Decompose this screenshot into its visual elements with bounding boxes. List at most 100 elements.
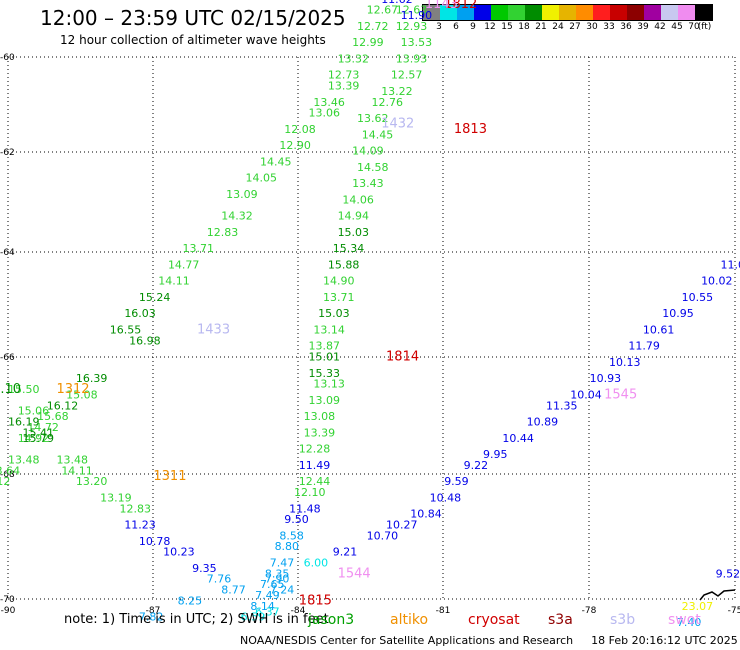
swh-value-label: 12.99 — [352, 36, 384, 49]
lon-tick-label: -81 — [436, 606, 451, 616]
lon-tick-label: -87 — [146, 606, 161, 616]
swh-value-label: 14.06 — [342, 193, 374, 206]
swh-value-label: 12.10 — [294, 486, 326, 499]
swh-value-label: 9.50 — [284, 513, 309, 526]
scale-swatch — [508, 5, 525, 20]
swh-value-label: 10.89 — [527, 416, 559, 429]
swh-value-label: 8.25 — [178, 594, 203, 607]
swh-value-label: 13.48 — [8, 454, 40, 467]
scale-tick-label: 45 — [671, 22, 683, 32]
color-scale-bar — [422, 4, 713, 21]
swh-value-label: 9.52 — [716, 567, 740, 580]
swh-value-label: 12.76 — [372, 96, 404, 109]
swh-value-label: 13.08 — [304, 410, 336, 423]
swh-value-label: 14.90 — [323, 275, 355, 288]
scale-swatch — [559, 5, 576, 20]
swh-value-label: 14.45 — [260, 155, 292, 168]
lat-tick-label: -62 — [0, 148, 15, 158]
legend-s3a: s3a — [548, 612, 573, 628]
page-subtitle: 12 hour collection of altimeter wave hei… — [60, 33, 326, 47]
pass-time-label: 1545 — [604, 387, 637, 402]
swh-value-label: 14.32 — [221, 210, 253, 223]
scale-swatch — [474, 5, 491, 20]
scale-tick-label: 9 — [470, 22, 476, 32]
swh-value-label: 13.48 — [56, 454, 88, 467]
swh-value-label: 15.79 — [23, 432, 55, 445]
scale-tick-label: 30 — [586, 22, 598, 32]
pass-time-label: 1544 — [338, 566, 371, 581]
pass-time-label: 1433 — [197, 322, 230, 337]
swh-value-label: 10.23 — [163, 546, 195, 559]
swh-value-label: 14.72 — [27, 421, 58, 434]
swh-value-label: 7.82 — [139, 611, 164, 624]
swh-value-label: 13.71 — [182, 242, 214, 255]
swh-value-label: 7.40 — [677, 616, 702, 629]
swh-value-label: 13.53 — [401, 36, 433, 49]
footer: NOAA/NESDIS Center for Satellite Applica… — [240, 634, 738, 647]
color-scale-legend: 3 6 9 12 15 18 21 24 27 30 33 36 39 42 45 70 (ft) — [422, 4, 713, 33]
swh-value-label: 14.92 — [18, 432, 50, 445]
swh-value-label: 15.33 — [308, 367, 340, 380]
swh-value-label: 13.13 — [313, 378, 345, 391]
pass-time-label: 1432 — [381, 116, 414, 131]
scale-swatch — [627, 5, 644, 20]
lat-tick-label: -66 — [0, 353, 15, 363]
swh-value-label: 15.68 — [37, 410, 69, 423]
swh-value-label: 6.59 — [241, 611, 266, 624]
legend-s3b: s3b — [610, 612, 636, 628]
pass-time-label: 1812 — [444, 0, 477, 12]
scale-swatch — [610, 5, 627, 20]
swh-value-label: 10.44 — [502, 432, 534, 445]
scale-swatch — [695, 5, 712, 20]
coastline — [699, 589, 736, 601]
swh-value-label: 23.07 — [682, 600, 714, 613]
swh-value-label: 15.24 — [139, 291, 171, 304]
lat-tick-label: -64 — [0, 248, 15, 258]
swh-value-label: 14.45 — [362, 128, 394, 141]
color-scale-labels: 3 6 9 12 15 18 21 24 27 30 33 36 39 42 45 70 (ft) — [422, 21, 713, 33]
swh-value-label: 12.28 — [299, 443, 331, 456]
scale-tick-label: 3 — [436, 22, 442, 32]
legend-swot: swot — [668, 612, 701, 628]
scale-tick-label: 21 — [535, 22, 547, 32]
swh-value-label: 16.12 — [47, 399, 78, 412]
swh-value-label: 7.47 — [270, 556, 295, 569]
swh-value-label: 13.20 — [76, 475, 108, 488]
swh-value-label: 15.50 — [8, 383, 40, 396]
scale-tick-label: 39 — [637, 22, 649, 32]
scale-tick-label: 18 — [518, 22, 530, 32]
swh-value-label: 12.83 — [207, 226, 239, 239]
lat-tick-label: -60 — [0, 53, 15, 63]
scale-swatch — [576, 5, 593, 20]
swh-value-label: 7.90 — [265, 573, 290, 586]
swh-value-label: 10.04 — [570, 388, 602, 401]
swh-value-label: 13.14 — [313, 323, 345, 336]
scale-tick-label: 15 — [501, 22, 513, 32]
legend-jason3: jason3 — [308, 612, 355, 628]
swh-value-label: 12.83 — [119, 502, 150, 515]
swh-value-label: 13.09 — [226, 188, 258, 201]
scale-swatch — [491, 5, 508, 20]
swh-value-label: 13.87 — [308, 340, 340, 353]
swh-value-label: 10.27 — [386, 519, 418, 532]
swh-value-label: 12.93 — [396, 20, 428, 33]
lat-tick-label: -68 — [0, 470, 15, 480]
swh-value-label: 10.84 — [410, 508, 442, 521]
swh-value-label: 11.62 — [381, 0, 413, 6]
swh-value-label: 13.62 — [357, 112, 389, 125]
legend-altiko: altiko — [390, 612, 429, 628]
scale-tick-label: 24 — [552, 22, 564, 32]
swh-value-label: 9.35 — [192, 562, 217, 575]
swh-value-label: 15.88 — [328, 258, 360, 271]
pass-time-label: 1814 — [386, 350, 419, 365]
swh-value-label: 14.11 — [158, 275, 190, 288]
swh-value-label: 13.43 — [352, 177, 384, 190]
scale-swatch — [440, 5, 457, 20]
swh-value-label: 16.19 — [8, 416, 40, 429]
swh-value-label: 7.65 — [260, 578, 285, 591]
swh-value-label: 11.23 — [124, 519, 156, 532]
lon-tick-label: -84 — [291, 606, 306, 616]
footnote: note: 1) Time is in UTC; 2) SWH is in fe… — [64, 612, 329, 627]
swh-value-label: 15.34 — [333, 242, 365, 255]
